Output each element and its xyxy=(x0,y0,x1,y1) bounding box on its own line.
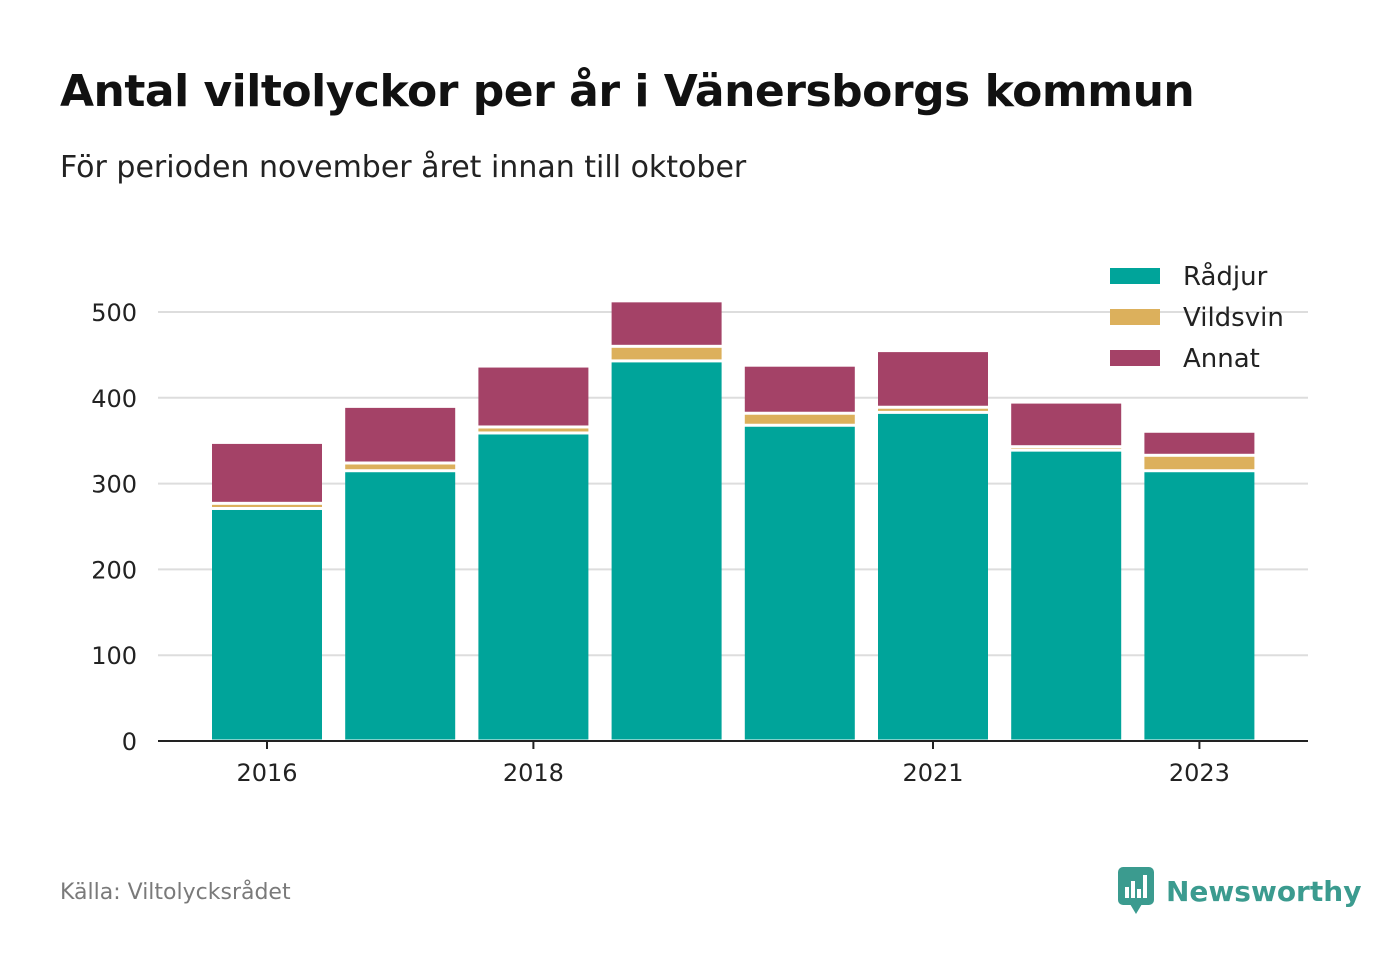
bar-stack xyxy=(212,443,322,740)
bar-segment xyxy=(611,347,722,360)
legend-item: Vildsvin xyxy=(1110,303,1284,333)
legend-swatch xyxy=(1110,309,1160,325)
bar-segment xyxy=(878,352,988,406)
bar-segment xyxy=(212,443,322,502)
bars xyxy=(212,302,1255,740)
bar-segment xyxy=(345,464,456,470)
x-tick-label: 2021 xyxy=(902,759,963,787)
y-tick-label: 0 xyxy=(122,728,137,756)
source-note: Källa: Viltolycksrådet xyxy=(60,880,291,905)
y-tick-label: 500 xyxy=(91,299,137,327)
bar-stack xyxy=(878,352,988,740)
bar-segment xyxy=(345,472,456,740)
y-tick-label: 300 xyxy=(91,471,137,499)
y-tick-label: 200 xyxy=(91,556,137,584)
x-tick-label: 2016 xyxy=(236,759,297,787)
bar-segment xyxy=(611,362,722,740)
bar-segment xyxy=(478,367,589,426)
legend-label: Vildsvin xyxy=(1183,303,1284,333)
newsworthy-logo-icon xyxy=(1118,867,1154,914)
legend-swatch xyxy=(1110,350,1160,366)
x-tick-label: 2023 xyxy=(1169,759,1230,787)
bar-segment xyxy=(345,407,456,462)
legend-label: Rådjur xyxy=(1183,261,1268,292)
bar-segment xyxy=(478,428,589,432)
bar-segment xyxy=(212,504,322,507)
bar-stack xyxy=(1144,432,1255,740)
bar-segment xyxy=(744,366,855,412)
bar-segment xyxy=(878,413,988,740)
bar-segment xyxy=(1144,432,1255,454)
y-tick-label: 400 xyxy=(91,385,137,413)
bar-segment xyxy=(1144,456,1255,470)
legend: Rådjur Vildsvin Annat xyxy=(1110,261,1284,374)
legend-swatch xyxy=(1110,268,1160,284)
x-tick-label: 2018 xyxy=(503,759,564,787)
legend-item: Annat xyxy=(1110,344,1260,374)
bar-segment xyxy=(1011,403,1122,446)
bar-segment xyxy=(744,414,855,424)
x-axis-ticks: 2016 2018 2021 2023 xyxy=(236,741,1230,787)
bar-segment xyxy=(1011,448,1122,449)
bar-stack xyxy=(744,366,855,740)
y-axis-ticks: 0 100 200 300 400 500 xyxy=(91,299,137,756)
bar-segment xyxy=(1144,472,1255,740)
bar-segment xyxy=(478,434,589,740)
legend-item: Rådjur xyxy=(1110,261,1268,292)
bar-stack xyxy=(345,407,456,740)
bar-segment xyxy=(212,509,322,740)
bar-stack xyxy=(611,302,722,740)
bar-segment xyxy=(744,426,855,740)
legend-label: Annat xyxy=(1183,344,1260,374)
y-tick-label: 100 xyxy=(91,642,137,670)
bar-segment xyxy=(611,302,722,345)
brand-name: Newsworthy xyxy=(1166,874,1362,908)
chart-subtitle: För perioden november året innan till ok… xyxy=(60,150,747,185)
newsworthy-brand: Newsworthy xyxy=(1118,866,1361,916)
chart-title: Antal viltolyckor per år i Vänersborgs k… xyxy=(60,66,1195,117)
bar-segment xyxy=(878,408,988,411)
bar-segment xyxy=(1011,451,1122,740)
bar-stack xyxy=(478,367,589,740)
bar-stack xyxy=(1011,403,1122,740)
